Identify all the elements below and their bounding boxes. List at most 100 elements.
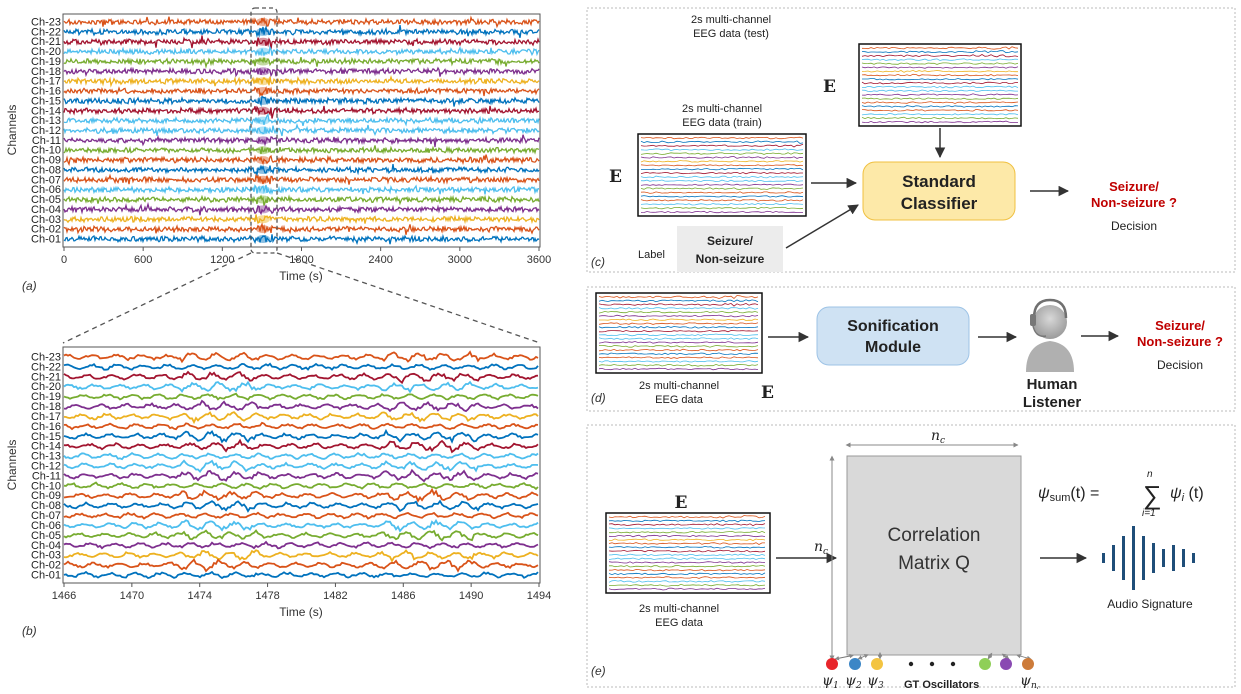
channel-trace (63, 511, 539, 520)
channel-trace (63, 350, 539, 364)
human-listener-icon (1026, 298, 1074, 372)
channel-trace (63, 370, 539, 385)
x-tick-label: 1470 (120, 590, 144, 602)
panel-c: 2s multi-channel EEG data (test) E 2s mu… (586, 7, 1236, 273)
ellipsis-dot (929, 661, 935, 667)
oscillator-dot (1000, 658, 1012, 670)
seizure-highlight (256, 126, 270, 135)
channel-trace (63, 201, 540, 216)
seizure-highlight (256, 57, 270, 66)
panel-a-xlabel: Time (s) (279, 269, 323, 283)
oscillator-dot (871, 658, 883, 670)
channel-trace (63, 164, 540, 177)
seizure-highlight (256, 205, 270, 214)
channel-trace (63, 399, 539, 413)
test-data-title-1: 2s multi-channel (691, 14, 771, 26)
seizure-highlight (256, 96, 270, 105)
psi-label: ψ3 (867, 673, 884, 689)
channel-label: Ch-13 (31, 451, 61, 463)
panel-d: 2s multi-channel EEG data E Sonification… (586, 286, 1236, 412)
channel-label: Ch-22 (31, 26, 61, 38)
panel-a-ylabel: Channels (5, 105, 19, 156)
label-word: Label (638, 249, 665, 261)
seizure-highlight (256, 156, 270, 165)
channel-label: Ch-04 (31, 204, 61, 216)
x-tick-label: 1478 (255, 590, 279, 602)
channel-label: Ch-18 (31, 66, 61, 78)
e-symbol-test: E (823, 77, 836, 97)
oscillators-row: ψ1 ψ2 ψ3 ψnc (822, 651, 1041, 692)
channel-trace (63, 75, 540, 88)
channel-label: Ch-20 (31, 381, 61, 393)
panel-b-ylabel: Channels (5, 440, 19, 491)
d-data-2: EEG data (655, 394, 704, 406)
label-box-2: Non-seizure (696, 252, 765, 266)
ellipsis-dot (908, 661, 914, 667)
channel-trace (63, 380, 539, 394)
channel-trace (63, 487, 539, 503)
seizure-highlight (256, 18, 270, 26)
channel-label: Ch-14 (31, 441, 61, 453)
psi-label: ψ1 (822, 673, 839, 689)
module-label-2: Module (865, 339, 921, 356)
channel-label: Ch-20 (31, 46, 61, 58)
x-tick-label: 1490 (459, 590, 483, 602)
channel-trace (63, 468, 539, 483)
channel-label: Ch-03 (31, 550, 61, 562)
eeg-train-thumbnail (637, 133, 807, 217)
channel-trace (63, 438, 539, 454)
psi-last-label: ψnc (1020, 673, 1041, 689)
channel-trace (63, 154, 540, 167)
x-tick-label: 600 (134, 254, 152, 266)
ellipsis-dot (950, 661, 956, 667)
x-tick-label: 1466 (52, 590, 76, 602)
audio-waveform-icon (1102, 526, 1195, 590)
channel-trace (63, 134, 540, 148)
channel-label: Ch-06 (31, 184, 61, 196)
listener-label-1: Human (1027, 376, 1078, 393)
channel-trace (63, 540, 539, 550)
channel-trace (63, 233, 540, 246)
channel-trace (63, 173, 540, 185)
c-output-1: Seizure/ (1109, 179, 1159, 194)
panel-a-tag: (a) (22, 279, 37, 293)
e-symbol-train: E (609, 167, 622, 187)
matrix-label-1: Correlation (888, 525, 981, 546)
channel-trace (63, 45, 540, 57)
channel-label: Ch-23 (31, 352, 61, 364)
panel-b-channel-labels: Ch-23Ch-22Ch-21Ch-20Ch-19Ch-18Ch-17Ch-16… (31, 352, 61, 582)
oscillator-dot (849, 658, 861, 670)
test-data-title-2: EEG data (test) (693, 28, 769, 40)
channel-label: Ch-14 (31, 105, 61, 117)
x-tick-label: 1494 (527, 590, 551, 602)
x-tick-label: 3000 (448, 254, 472, 266)
standard-classifier-box (862, 161, 1016, 221)
d-data-1: 2s multi-channel (639, 380, 719, 392)
classifier-label-1: Standard (902, 172, 976, 191)
channel-trace (63, 35, 540, 50)
panel-b-tag: (b) (22, 624, 37, 638)
channel-trace (63, 95, 540, 107)
d-output-2: Non-seizure ? (1137, 334, 1223, 349)
correlation-matrix-box (846, 455, 1022, 656)
channel-trace (63, 499, 539, 513)
channel-label: Ch-17 (31, 411, 61, 423)
seizure-highlight (256, 27, 270, 36)
panel-a-channel-labels: Ch-23Ch-22Ch-21Ch-20Ch-19Ch-18Ch-17Ch-16… (31, 17, 61, 246)
channel-label: Ch-16 (31, 86, 61, 98)
c-decision: Decision (1111, 219, 1157, 233)
label-box (677, 226, 783, 272)
panel-b-xlabel: Time (s) (279, 605, 323, 619)
oscillator-dot (1022, 658, 1034, 670)
channel-label: Ch-21 (31, 36, 61, 48)
seizure-highlight (256, 87, 270, 95)
d-output-1: Seizure/ (1155, 318, 1205, 333)
sonification-module-box (816, 306, 970, 366)
channel-label: Ch-06 (31, 520, 61, 532)
channel-trace (63, 421, 539, 431)
x-tick-label: 3600 (527, 254, 551, 266)
channel-label: Ch-05 (31, 194, 61, 206)
channel-trace (63, 66, 540, 78)
channel-label: Ch-04 (31, 540, 61, 552)
seizure-highlight (256, 175, 270, 184)
